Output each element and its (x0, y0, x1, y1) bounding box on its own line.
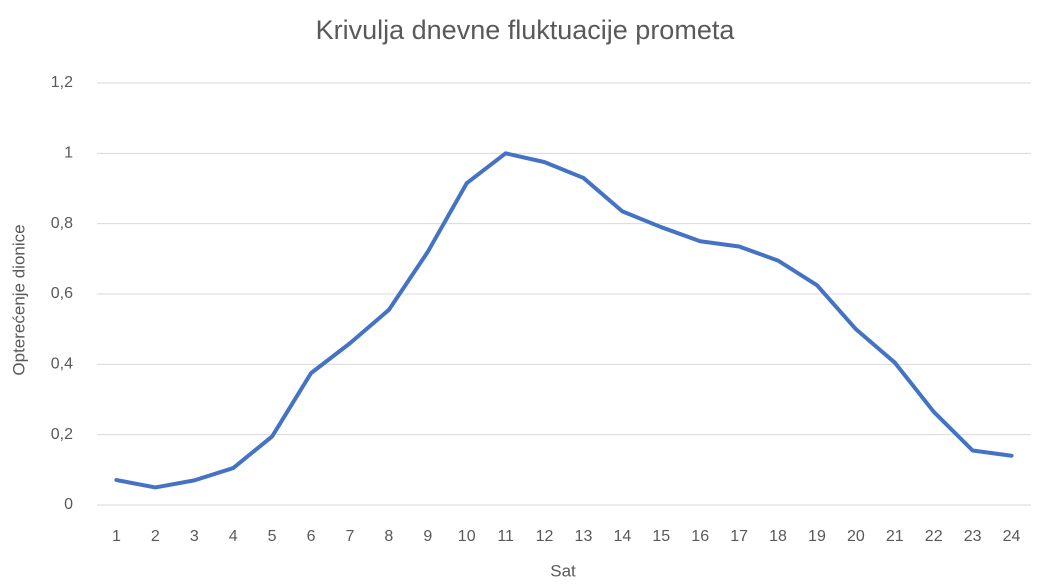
y-axis-label: Opterećenje dionice (9, 224, 28, 375)
x-tick-label: 19 (808, 528, 826, 545)
x-tick-label: 8 (384, 528, 393, 545)
x-tick-label: 7 (346, 528, 355, 545)
x-tick-label: 10 (458, 528, 476, 545)
y-tick-label: 0,4 (51, 356, 73, 373)
x-tick-label: 4 (229, 528, 238, 545)
x-tick-label: 6 (307, 528, 316, 545)
y-tick-label: 1 (64, 145, 73, 162)
x-tick-label: 17 (730, 528, 748, 545)
x-tick-label: 22 (925, 528, 943, 545)
x-tick-label: 12 (536, 528, 554, 545)
x-tick-label: 15 (652, 528, 670, 545)
x-tick-label: 9 (423, 528, 432, 545)
x-tick-label: 1 (112, 528, 121, 545)
x-tick-label: 18 (769, 528, 787, 545)
x-tick-label: 14 (613, 528, 631, 545)
x-tick-label: 3 (190, 528, 199, 545)
line-series (114, 151, 1014, 490)
y-tick-label: 0,6 (51, 285, 73, 302)
x-tick-label: 11 (497, 528, 514, 545)
x-axis-label: Sat (550, 561, 576, 580)
x-tick-label: 16 (691, 528, 709, 545)
x-tick-label: 13 (575, 528, 593, 545)
x-tick-label: 20 (847, 528, 865, 545)
x-tick-label: 21 (886, 528, 904, 545)
y-tick-label: 0,8 (51, 215, 73, 232)
y-tick-label: 1,2 (51, 74, 73, 91)
chart-title: Krivulja dnevne fluktuacije prometa (316, 15, 736, 45)
y-tick-label: 0,2 (51, 426, 73, 443)
x-tick-label: 24 (1003, 528, 1021, 545)
y-tick-label: 0 (64, 496, 73, 513)
x-tick-label: 23 (964, 528, 982, 545)
x-tick-label: 5 (268, 528, 277, 545)
x-tick-label: 2 (151, 528, 160, 545)
